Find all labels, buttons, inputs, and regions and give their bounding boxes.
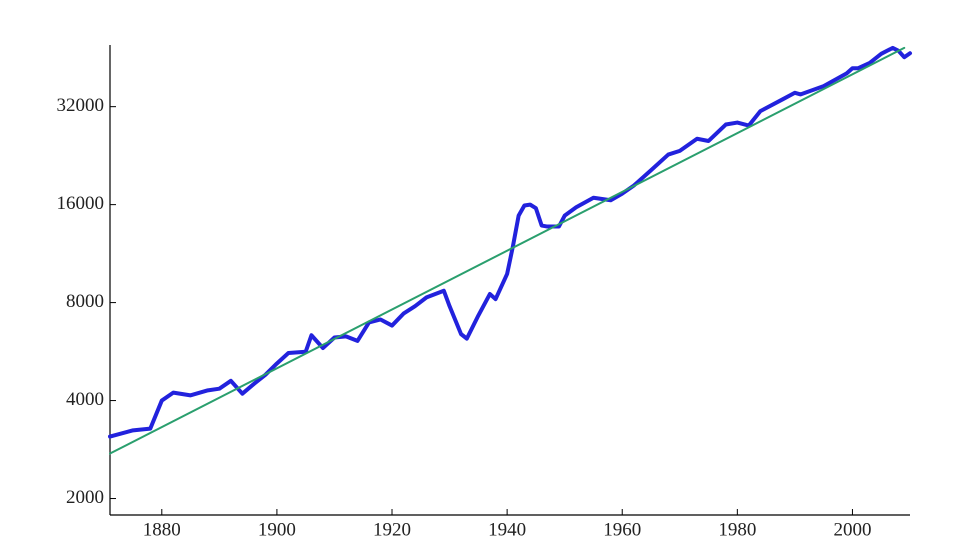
data-line <box>109 46 906 455</box>
y-tick-label: 32000 <box>57 95 105 116</box>
y-tick-label: 16000 <box>57 193 105 214</box>
y-tick-label: 4000 <box>66 389 104 410</box>
data-line <box>108 45 912 439</box>
y-tick-label: 8000 <box>66 291 104 312</box>
x-tick-label: 2000 <box>833 519 871 540</box>
x-tick-label: 1960 <box>603 519 641 540</box>
x-tick-label: 1940 <box>488 519 526 540</box>
x-tick-label: 1900 <box>258 519 296 540</box>
x-tick-label: 1980 <box>718 519 756 540</box>
y-tick-label: 2000 <box>66 487 104 508</box>
x-tick-label: 1920 <box>373 519 411 540</box>
x-tick-label: 1880 <box>143 519 181 540</box>
